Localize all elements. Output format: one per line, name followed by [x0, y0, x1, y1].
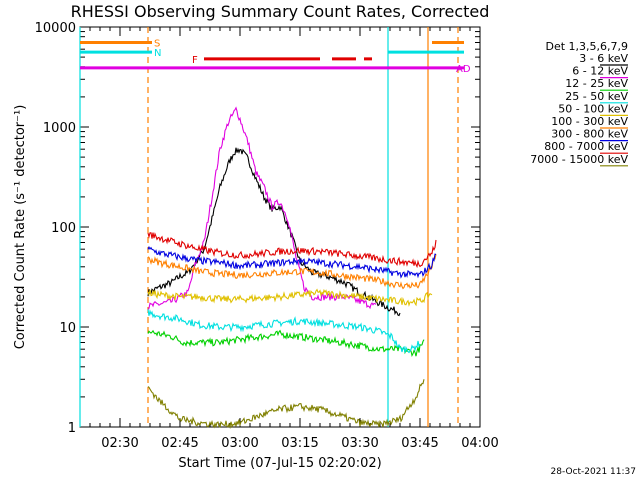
series-line — [147, 288, 433, 307]
state-bar-label: S — [154, 38, 160, 49]
x-tick-label: 03:30 — [341, 436, 378, 451]
state-bars: SN F AD — [80, 38, 471, 75]
x-tick-label: 03:15 — [281, 436, 318, 451]
series-lines — [147, 106, 437, 430]
legend-entry: 100 - 300 keV — [551, 115, 628, 128]
x-axis-label: Start Time (07-Jul-15 02:20:02) — [178, 456, 381, 471]
state-bar-label: F — [192, 55, 198, 66]
series-line — [147, 379, 425, 430]
state-bar-label: N — [154, 48, 161, 59]
series-line — [147, 147, 401, 317]
legend-entry: 300 - 800 keV — [551, 128, 628, 141]
x-tick-label: 02:30 — [101, 436, 138, 451]
legend-entry: 3 - 6 keV — [579, 52, 628, 65]
legend-entry: 25 - 50 keV — [565, 90, 628, 103]
legend-entry: 800 - 7000 keV — [544, 140, 628, 153]
y-tick-label: 100 — [51, 221, 76, 236]
series-line — [147, 245, 437, 279]
series-line — [147, 254, 437, 290]
y-tick-label: 10 — [59, 321, 76, 336]
legend-entry: 12 - 25 keV — [565, 77, 628, 90]
x-tick-label: 04:00 — [461, 436, 498, 451]
series-line — [147, 232, 437, 269]
series-line — [147, 309, 421, 354]
series-line — [147, 329, 425, 358]
axis-ticks: 1 10 100 1000 10000 02:30 02:45 03:00 03:15 03:30… — [35, 21, 499, 451]
y-tick-label: 10000 — [35, 21, 76, 36]
x-tick-label: 03:45 — [401, 436, 438, 451]
legend-entry: 7000 - 15000 keV — [530, 153, 628, 166]
y-tick-label: 1000 — [43, 121, 76, 136]
legend-entry: 6 - 12 keV — [572, 65, 628, 78]
series-line — [147, 106, 377, 310]
legend-entry: 50 - 100 keV — [558, 102, 628, 115]
x-tick-label: 02:45 — [161, 436, 198, 451]
timestamp: 28-Oct-2021 11:37 — [551, 467, 636, 477]
state-bar-label: AD — [456, 64, 471, 75]
x-tick-label: 03:00 — [221, 436, 258, 451]
vertical-markers — [79, 27, 459, 427]
y-tick-label: 1 — [68, 421, 76, 436]
plot-frame — [79, 26, 481, 428]
y-axis-label: Corrected Count Rate (s⁻¹ detector⁻¹) — [13, 105, 28, 350]
chart-title: RHESSI Observing Summary Count Rates, Co… — [71, 2, 490, 21]
legend-title: Det 1,3,5,6,7,9 — [545, 40, 628, 53]
